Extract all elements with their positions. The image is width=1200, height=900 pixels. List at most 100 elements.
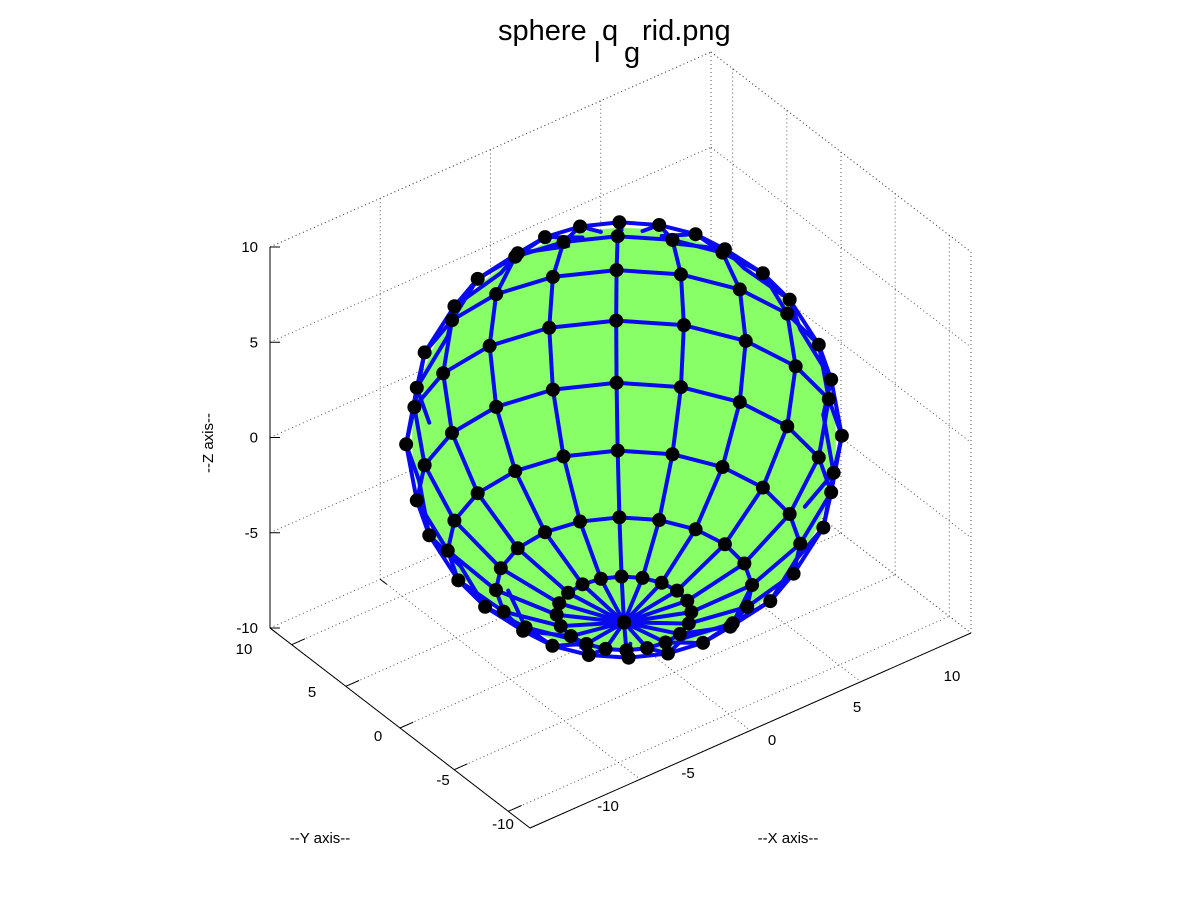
mesh-edge xyxy=(550,387,566,459)
mesh-node xyxy=(581,648,596,663)
mesh-edge xyxy=(787,455,821,517)
y-tick-label: 10 xyxy=(236,641,253,658)
mesh-edge xyxy=(422,463,457,523)
mesh-edge xyxy=(441,371,455,435)
mesh-edge xyxy=(785,311,798,369)
mesh-edge xyxy=(737,338,748,405)
mesh-node xyxy=(834,428,849,443)
mesh-node xyxy=(665,232,680,247)
mesh-node xyxy=(489,399,504,414)
x-tick-mark xyxy=(291,638,306,646)
mesh-node xyxy=(670,583,685,598)
mesh-node xyxy=(538,230,553,245)
mesh-node xyxy=(610,229,625,244)
mesh-node xyxy=(409,493,424,508)
mesh-node xyxy=(652,513,667,528)
mesh-edge xyxy=(561,448,620,459)
mesh-edge xyxy=(793,364,831,402)
x-tick-mark xyxy=(399,721,414,729)
mesh-edge xyxy=(568,620,626,639)
mesh-node xyxy=(482,338,497,353)
mesh-edge xyxy=(787,297,821,347)
mesh-edge xyxy=(561,454,583,524)
z-tick-label: 10 xyxy=(241,239,258,256)
x-axis-label: --X axis-- xyxy=(758,830,819,847)
mesh-edge xyxy=(678,323,686,390)
mesh-edge xyxy=(441,318,455,376)
mesh-edge xyxy=(722,485,765,547)
mesh-edge xyxy=(417,478,432,538)
mesh-node xyxy=(786,566,801,581)
mesh-edge xyxy=(760,424,790,490)
mesh-edge xyxy=(640,518,662,580)
mesh-edge xyxy=(760,271,790,316)
mesh-node xyxy=(422,528,437,543)
mesh-node xyxy=(617,615,631,630)
x-tick-label: 0 xyxy=(768,732,776,749)
chart-title-part-e: rid.png xyxy=(642,15,731,47)
grid-line xyxy=(710,146,972,348)
mesh-node xyxy=(793,536,808,551)
mesh-edge xyxy=(547,325,555,392)
mesh-edge xyxy=(622,580,664,625)
mesh-node xyxy=(780,306,795,321)
mesh-edge xyxy=(404,385,419,447)
mesh-edge xyxy=(513,454,566,474)
mesh-edge xyxy=(494,387,555,409)
mesh-edge xyxy=(685,561,747,603)
grid-line xyxy=(453,574,896,771)
mesh-node xyxy=(612,510,627,525)
mesh-node xyxy=(440,543,455,558)
z-tick-label: 0 xyxy=(250,430,258,447)
mesh-node xyxy=(407,400,422,415)
mesh-node xyxy=(445,425,460,440)
mesh-edge xyxy=(693,465,725,532)
mesh-node xyxy=(612,215,627,230)
mesh-edge xyxy=(678,272,742,292)
mesh-edge xyxy=(737,400,790,429)
mesh-edge xyxy=(742,512,792,566)
mesh-edge xyxy=(816,342,831,402)
mesh-node xyxy=(732,282,747,297)
mesh-node xyxy=(680,593,695,608)
mesh-node xyxy=(575,577,590,592)
mesh-node xyxy=(470,486,485,501)
mesh-node xyxy=(488,583,503,598)
mesh-node xyxy=(409,380,424,395)
mesh-edge xyxy=(521,628,573,639)
mesh-edge xyxy=(798,490,834,546)
mesh-node xyxy=(665,447,680,462)
mesh-node xyxy=(676,318,691,333)
mesh-node xyxy=(556,449,571,464)
mesh-edge xyxy=(670,452,725,470)
mesh-edge xyxy=(742,266,792,302)
mesh-edge xyxy=(543,530,585,587)
mesh-node xyxy=(732,395,747,410)
mesh-edge xyxy=(445,548,498,593)
mesh-edge xyxy=(501,609,563,629)
mesh-node xyxy=(573,514,588,529)
y-tick-label: 5 xyxy=(308,684,316,701)
mesh-edge xyxy=(720,465,765,490)
mesh-node xyxy=(573,219,588,234)
mesh-node xyxy=(447,299,462,314)
mesh-edge xyxy=(802,470,836,509)
mesh-edge xyxy=(829,377,844,438)
mesh-edge xyxy=(670,385,683,457)
mesh-node xyxy=(672,627,687,642)
mesh-edge xyxy=(614,268,683,277)
mesh-edge xyxy=(456,578,506,614)
mesh-node xyxy=(660,646,675,661)
x-tick-mark xyxy=(453,763,468,771)
mesh-edge xyxy=(785,424,821,460)
x-tick-label: -10 xyxy=(597,798,619,815)
mesh-edge xyxy=(677,624,733,637)
mesh-node xyxy=(782,507,797,522)
mesh-node xyxy=(715,245,730,260)
mesh-node xyxy=(780,419,795,434)
mesh-edge xyxy=(798,327,834,382)
mesh-node xyxy=(755,480,770,495)
mesh-edge xyxy=(450,292,499,323)
grid-line xyxy=(508,615,950,812)
